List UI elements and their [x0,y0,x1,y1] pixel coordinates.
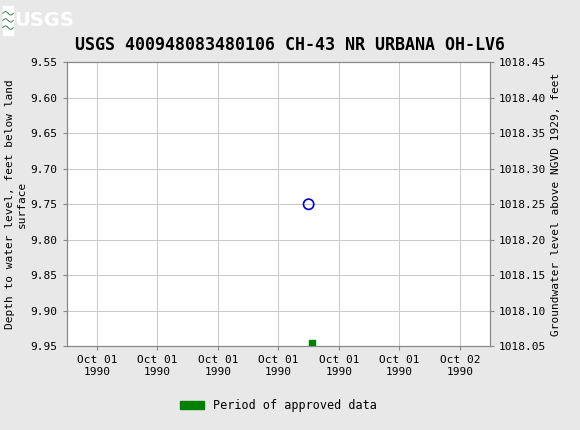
Point [304,201,313,208]
Bar [3,6,13,35]
Y-axis label: Groundwater level above NGVD 1929, feet: Groundwater level above NGVD 1929, feet [550,73,560,336]
Text: USGS 400948083480106 CH-43 NR URBANA OH-LV6: USGS 400948083480106 CH-43 NR URBANA OH-… [75,36,505,54]
Y-axis label: Depth to water level, feet below land
surface: Depth to water level, feet below land su… [5,80,27,329]
Text: USGS: USGS [14,11,74,30]
Point [307,339,316,346]
Legend: Period of approved data: Period of approved data [175,394,382,417]
